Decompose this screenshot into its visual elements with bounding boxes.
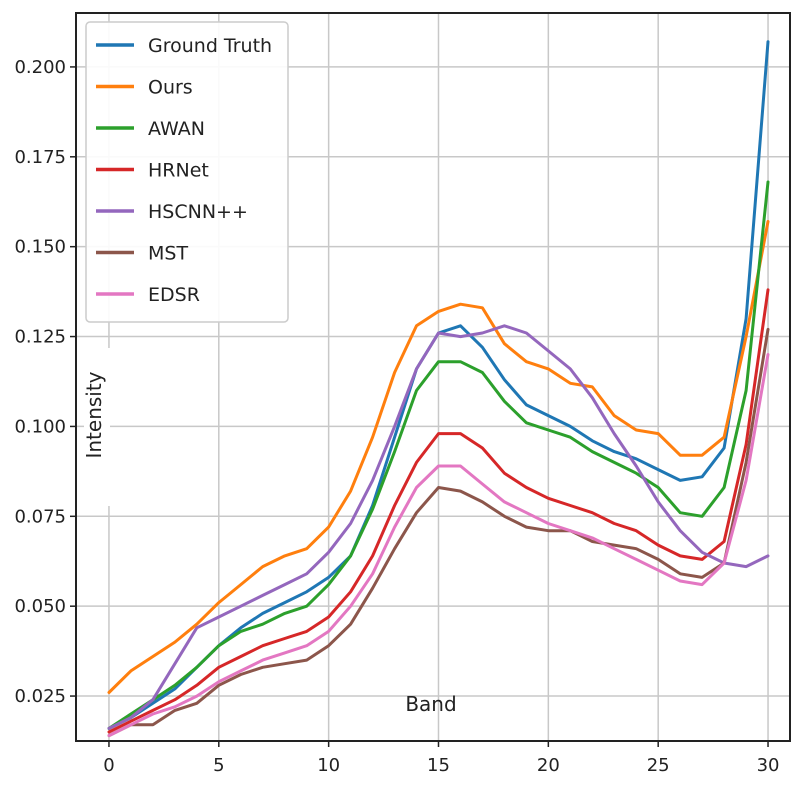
series-line-ours	[107, 220, 770, 694]
series-line-edsr	[107, 353, 770, 738]
x-tick-label: 10	[317, 755, 340, 776]
legend-label-ground-truth: Ground Truth	[148, 35, 272, 57]
y-tick-label: 0.075	[14, 506, 66, 527]
legend-label-awan: AWAN	[148, 118, 205, 140]
y-axis-label: Intensity	[82, 371, 106, 458]
axis-tick-labels: 0 5 10 15 20 25 30 0.025 0.050 0.075 0.100 0.125 0.1…	[14, 57, 779, 776]
axis-ticks	[70, 66, 769, 747]
x-tick-label: 15	[427, 755, 450, 776]
y-tick-label: 0.150	[14, 237, 66, 258]
x-tick-label: 20	[537, 755, 560, 776]
y-tick-label: 0.025	[14, 686, 66, 707]
series-layer	[107, 40, 770, 738]
y-tick-label: 0.200	[14, 57, 66, 78]
y-tick-label: 0.175	[14, 147, 66, 168]
legend-label-ours: Ours	[148, 77, 193, 99]
legend-label-hrnet: HRNet	[148, 160, 209, 182]
x-tick-label: 30	[757, 755, 780, 776]
legend-box	[85, 21, 289, 323]
y-tick-label: 0.100	[14, 416, 66, 437]
legend-label-edsr: EDSR	[148, 284, 200, 306]
y-tick-label: 0.125	[14, 327, 66, 348]
legend-label-hscnnplusplus: HSCNN++	[148, 201, 248, 223]
y-tick-label: 0.050	[14, 596, 66, 617]
series-line-awan	[107, 180, 770, 730]
grid	[76, 13, 790, 741]
legend: Ground Truth Ours AWAN HRNet HSCNN++ MST EDSR	[85, 21, 289, 323]
x-tick-label: 25	[647, 755, 670, 776]
ylabel-background	[84, 348, 110, 506]
series-line-mst	[107, 327, 770, 738]
plot-frame	[75, 12, 791, 742]
x-tick-label: 5	[213, 755, 224, 776]
series-line-hscnnplusplus	[107, 324, 770, 730]
legend-label-mst: MST	[148, 243, 188, 265]
x-axis-label: Band	[405, 692, 456, 716]
series-line-hrnet	[107, 288, 770, 734]
x-tick-label: 0	[103, 755, 114, 776]
